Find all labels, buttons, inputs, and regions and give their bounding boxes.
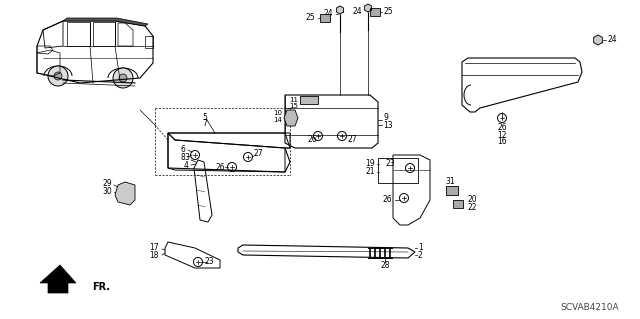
Text: 3: 3 [184,153,189,162]
Polygon shape [365,4,371,12]
Circle shape [113,68,133,88]
Text: 11: 11 [289,97,298,103]
Text: 6: 6 [180,145,186,154]
Text: 4: 4 [184,160,189,169]
Text: 24: 24 [353,8,362,17]
Text: 26: 26 [497,123,507,132]
Text: 24: 24 [323,10,333,19]
Circle shape [119,74,127,82]
Text: 27: 27 [347,136,357,145]
Polygon shape [63,18,148,26]
Text: 1: 1 [418,243,423,253]
Text: 20: 20 [468,196,477,204]
Text: 29: 29 [102,179,112,188]
Text: 25: 25 [305,13,315,23]
Text: 26: 26 [215,162,225,172]
Bar [446,186,458,195]
Text: 21: 21 [365,167,375,176]
Text: 19: 19 [365,160,375,168]
Bar [320,14,330,22]
Bar [378,158,418,183]
Text: 30: 30 [102,188,112,197]
Polygon shape [594,35,602,45]
Circle shape [48,66,68,86]
Text: 16: 16 [497,137,507,146]
Bar [370,8,380,16]
Text: 7: 7 [203,120,207,129]
Text: FR.: FR. [92,282,110,292]
Text: 23: 23 [385,160,395,168]
Text: 22: 22 [468,204,477,212]
Text: 27: 27 [253,150,263,159]
Polygon shape [115,182,135,205]
Bar [453,200,463,208]
Text: 26: 26 [307,136,317,145]
Text: 14: 14 [273,117,282,123]
Text: 18: 18 [150,250,159,259]
Text: 31: 31 [445,177,455,187]
Text: SCVAB4210A: SCVAB4210A [560,303,619,313]
Bar [300,96,318,104]
Text: 12: 12 [497,130,507,139]
Text: 23: 23 [204,257,214,266]
Text: 24: 24 [608,35,618,44]
Text: 13: 13 [383,121,392,130]
Text: 28: 28 [380,261,390,270]
Text: 8: 8 [180,152,186,161]
Text: 25: 25 [383,8,392,17]
Text: 5: 5 [203,113,207,122]
Text: 15: 15 [289,103,298,109]
Polygon shape [337,6,344,14]
Text: 17: 17 [149,243,159,253]
Text: 26: 26 [382,196,392,204]
Text: 9: 9 [383,114,388,122]
Circle shape [54,72,62,80]
Text: 10: 10 [273,110,282,116]
Text: 2: 2 [418,250,423,259]
Polygon shape [284,110,298,126]
Polygon shape [40,265,76,293]
